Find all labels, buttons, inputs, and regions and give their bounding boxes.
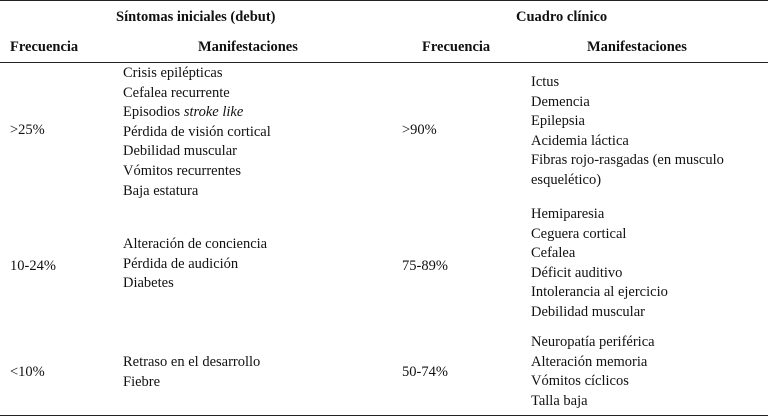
manifestation-item: Intolerancia al ejercicio [531, 284, 668, 301]
manifestation-item: Crisis epilépticas [123, 64, 271, 84]
manifestation-italic-text: stroke like [183, 104, 244, 121]
manifestation-item: Fibras rojo-rasgadas (en musculo esquelé… [531, 152, 724, 188]
manifestation-text: Diabetes [123, 275, 174, 292]
table-bottom-rule [0, 415, 768, 416]
manifestation-item: Déficit auditivo [531, 264, 623, 281]
manifestation-text: Episodios [123, 104, 184, 121]
manifestation-item: Neuropatía periférica [531, 334, 655, 350]
header-frequency-right: Frecuencia [422, 39, 491, 55]
manifestation-item: Ictus [531, 74, 560, 90]
header-frequency-left: Frecuencia [10, 39, 79, 55]
manifestation-item: Retraso en el desarrollo [123, 353, 260, 373]
row-1-manifestations-left: Crisis epilépticas Cefalea recurrente Epis… [123, 64, 271, 201]
header-manifestations-right: Manifestaciones [587, 39, 687, 55]
manifestation-text: Fiebre [123, 373, 161, 390]
row-2-manifestations-right: Hemiparesia Ceguera cortical Cefalea Défici… [531, 205, 668, 323]
header-bottom-rule [0, 62, 768, 63]
manifestation-item: Cefalea [531, 245, 576, 262]
manifestation-item: Debilidad muscular [123, 142, 271, 162]
table-top-rule [0, 0, 768, 1]
row-3-manifestations-left: Retraso en el desarrollo Fiebre [123, 353, 260, 392]
manifestation-item: Acidemia láctica [531, 132, 629, 149]
manifestation-item: Alteración memoria [531, 353, 648, 370]
manifestation-item: Epilepsia [531, 113, 585, 130]
header-group-clinical-picture: Cuadro clínico [516, 9, 608, 25]
manifestation-item: Diabetes [123, 274, 267, 294]
manifestation-item: Debilidad muscular [531, 303, 645, 320]
manifestation-text: Retraso en el desarrollo [123, 354, 261, 370]
row-3-frequency-right: 50-74% [402, 364, 448, 380]
manifestation-text: Pérdida de visión cortical [123, 123, 271, 140]
row-3-manifestations-right: Neuropatía periférica Alteración memoria V… [531, 333, 655, 411]
manifestation-text: Alteración de conciencia [123, 236, 268, 252]
manifestation-text: Baja estatura [123, 182, 199, 199]
manifestation-text: Pérdida de audición [123, 255, 239, 272]
header-group-initial-symptoms: Síntomas iniciales (debut) [116, 9, 276, 25]
manifestation-item: Fiebre [123, 373, 260, 393]
header-manifestations-left: Manifestaciones [198, 39, 298, 55]
row-2-frequency-right: 75-89% [402, 258, 448, 274]
manifestation-item: Demencia [531, 93, 590, 110]
manifestation-item: Ceguera cortical [531, 225, 627, 242]
row-2-manifestations-left: Alteración de conciencia Pérdida de audic… [123, 235, 267, 294]
row-3-frequency-left: <10% [10, 364, 45, 380]
manifestation-item: Talla baja [531, 392, 588, 409]
manifestation-item: Cefalea recurrente [123, 84, 271, 104]
manifestation-item: Hemiparesia [531, 206, 605, 222]
row-2-frequency-left: 10-24% [10, 258, 56, 274]
manifestation-text: Crisis epilépticas [123, 65, 223, 81]
manifestation-text: Debilidad muscular [123, 143, 237, 160]
manifestation-text: Vómitos recurrentes [123, 162, 241, 179]
row-1-frequency-left: >25% [10, 122, 45, 138]
manifestation-item: Alteración de conciencia [123, 235, 267, 255]
manifestation-item: Vómitos cíclicos [531, 373, 629, 390]
manifestation-item: Vómitos recurrentes [123, 162, 271, 182]
manifestation-item: Pérdida de visión cortical [123, 123, 271, 143]
manifestation-item: Pérdida de audición [123, 255, 267, 275]
manifestation-item: Episodios stroke like [123, 103, 271, 123]
manifestation-text: Cefalea recurrente [123, 84, 230, 101]
row-1-frequency-right: >90% [402, 122, 437, 138]
row-1-manifestations-right: Ictus Demencia Epilepsia Acidemia láctica Fi… [531, 73, 768, 191]
manifestation-item: Baja estatura [123, 182, 271, 202]
